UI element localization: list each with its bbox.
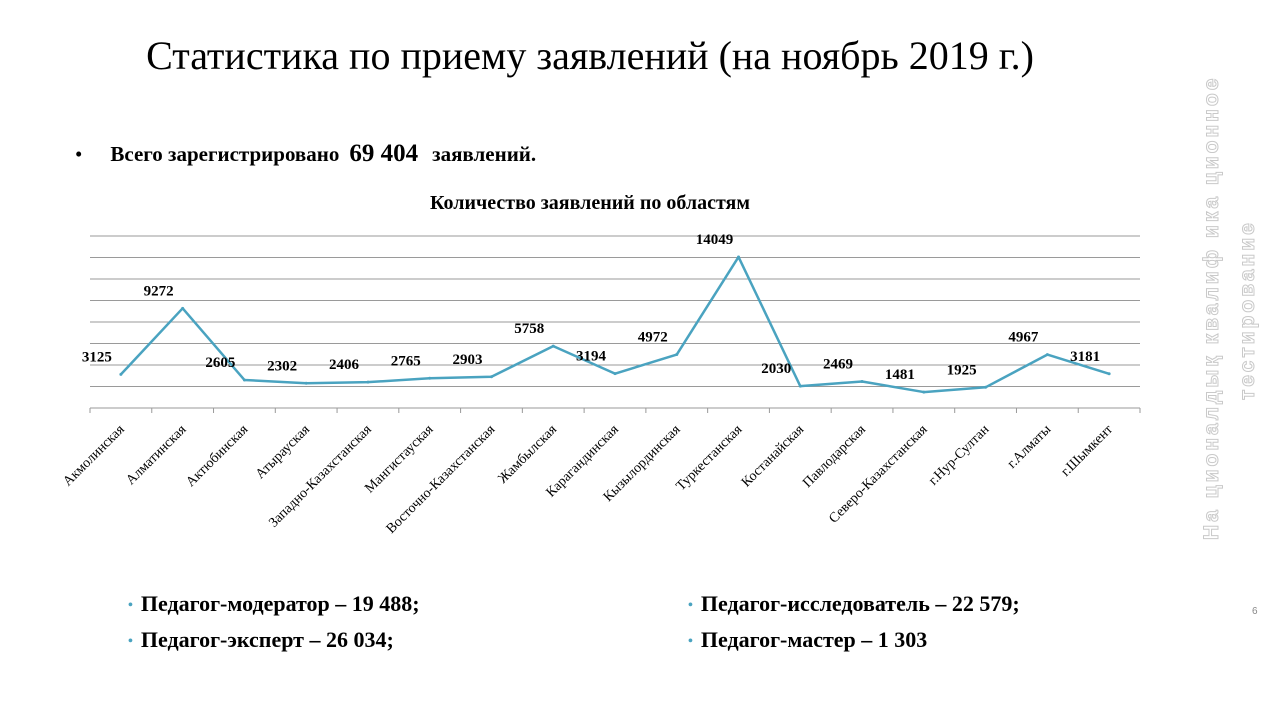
data-label: 3125: [82, 349, 112, 365]
data-label: 4972: [638, 330, 668, 346]
data-point: [798, 384, 802, 388]
data-point: [489, 375, 493, 379]
total-bullet: • Всего зарегистрировано 69 404 заявлений.: [75, 140, 536, 168]
data-label: 1481: [885, 367, 915, 383]
data-point: [860, 379, 864, 383]
x-tick-label: Акмолинская: [61, 422, 129, 490]
category-expert: • Педагог-эксперт – 26 034;: [128, 622, 420, 658]
category-moderator-text: Педагог-модератор – 19 488;: [140, 591, 420, 616]
category-researcher-text: Педагог-исследователь – 22 579;: [700, 591, 1020, 616]
side-watermark-text-1: На ционалдық квалиф ика ционное: [1200, 75, 1224, 540]
data-point: [119, 372, 123, 376]
data-point: [922, 390, 926, 394]
data-label: 2765: [391, 353, 421, 369]
data-point: [984, 385, 988, 389]
data-label: 2903: [452, 352, 482, 368]
slide-number: 6: [1252, 606, 1258, 617]
data-point: [551, 344, 555, 348]
x-tick-label: г.Алматы: [1005, 422, 1055, 472]
list-bullet: •: [688, 633, 693, 649]
chart-title: Количество заявлений по областям: [430, 192, 750, 214]
total-suffix: заявлений.: [432, 142, 537, 166]
data-point: [613, 372, 617, 376]
category-master: • Педагог-мастер – 1 303: [688, 622, 1020, 658]
data-label: 2406: [329, 357, 360, 373]
data-label: 2030: [761, 361, 791, 377]
category-expert-text: Педагог-эксперт – 26 034;: [140, 627, 394, 652]
total-prefix: Всего зарегистрировано: [110, 142, 340, 166]
data-point: [181, 306, 185, 310]
data-point: [428, 376, 432, 380]
category-researcher: • Педагог-исследователь – 22 579;: [688, 586, 1020, 622]
data-point: [366, 380, 370, 384]
data-label: 1925: [947, 362, 977, 378]
x-tick-label: Жамбылская: [496, 422, 561, 487]
list-bullet: •: [128, 633, 133, 649]
x-tick-label: г.Нур-Султан: [926, 422, 993, 489]
data-label: 9272: [144, 283, 174, 299]
x-tick-label: Павлодарская: [800, 422, 869, 491]
data-label: 3181: [1070, 349, 1100, 365]
category-list-left: • Педагог-модератор – 19 488; • Педагог-эк…: [128, 586, 420, 658]
bullet-dot: •: [75, 142, 83, 166]
data-point: [304, 381, 308, 385]
data-point: [242, 378, 246, 382]
data-label: 2469: [823, 356, 853, 372]
x-tick-label: Атырауская: [253, 422, 313, 482]
x-tick-label: Актюбинская: [183, 422, 251, 490]
x-tick-label: Костанайская: [739, 422, 808, 491]
data-label: 3194: [576, 349, 607, 365]
data-point: [1107, 372, 1111, 376]
data-label: 5758: [514, 321, 544, 337]
x-tick-label: Восточно-Казахстанская: [384, 422, 499, 537]
total-value: 69 404: [349, 140, 419, 167]
x-tick-label: Алматинская: [124, 422, 190, 488]
data-label: 2302: [267, 358, 297, 374]
list-bullet: •: [128, 597, 133, 613]
x-tick-label: Туркестанская: [674, 422, 746, 494]
data-point: [675, 353, 679, 357]
side-watermark-text-2: тестирование: [1236, 220, 1260, 401]
data-label: 2605: [205, 355, 235, 371]
list-bullet: •: [688, 597, 693, 613]
data-point: [737, 255, 741, 259]
data-label: 14049: [696, 232, 734, 248]
data-label: 4967: [1008, 330, 1039, 346]
x-tick-label: г.Шымкент: [1058, 422, 1116, 480]
slide-title: Статистика по приему заявлений (на ноябр…: [146, 33, 1034, 78]
x-tick-label: Западно-Казахстанская: [266, 422, 375, 531]
category-list-right: • Педагог-исследователь – 22 579; • Педаго…: [688, 586, 1020, 658]
category-master-text: Педагог-мастер – 1 303: [700, 627, 928, 652]
data-point: [1045, 353, 1049, 357]
category-moderator: • Педагог-модератор – 19 488;: [128, 586, 420, 622]
